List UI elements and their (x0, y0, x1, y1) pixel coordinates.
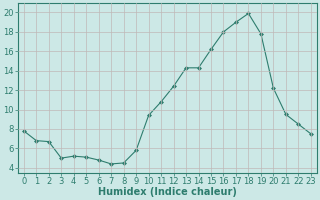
X-axis label: Humidex (Indice chaleur): Humidex (Indice chaleur) (98, 187, 237, 197)
